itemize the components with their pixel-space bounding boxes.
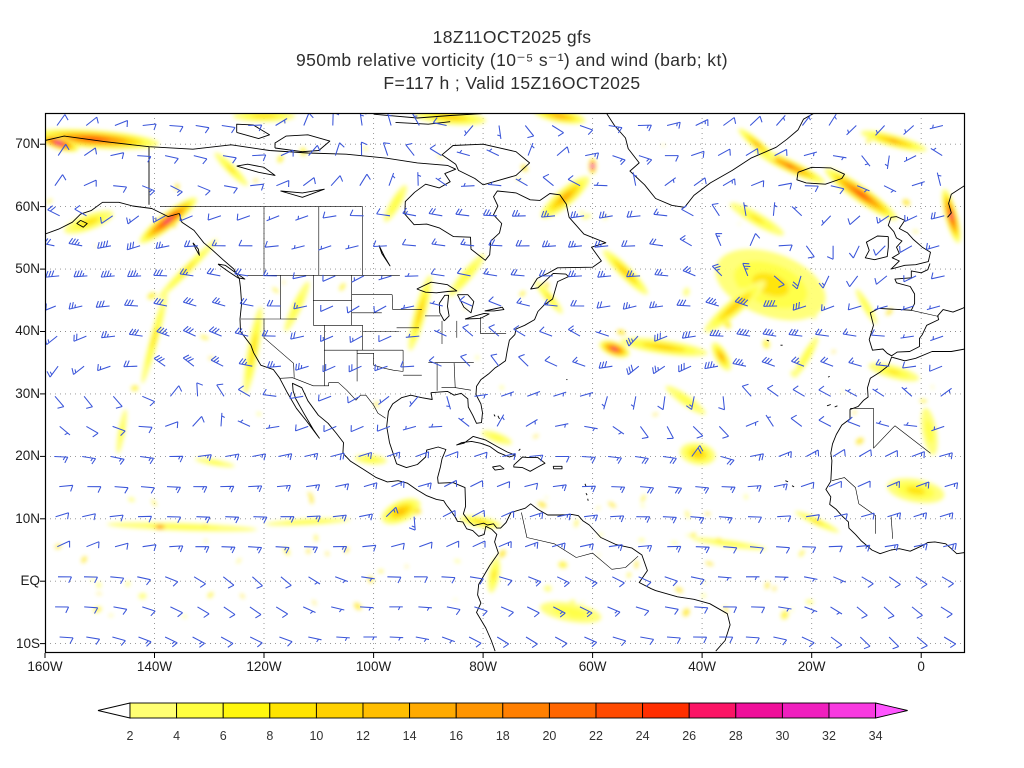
map-area (40, 112, 966, 658)
colorbar-tick-label: 6 (220, 729, 227, 743)
colorbar-tick-label: 10 (309, 729, 323, 743)
title-init-time: 18Z11OCT2025 gfs (432, 27, 592, 47)
colorbar-tick-label: 16 (449, 729, 463, 743)
colorbar-segment (409, 702, 457, 719)
colorbar-tick-label: 24 (636, 729, 650, 743)
colorbar-segment (176, 702, 224, 719)
colorbar-segment (735, 702, 783, 719)
colorbar-area: 2 4 6 8 10 12 14 16 18 20 22 24 26 28 30 32 34 (82, 700, 942, 748)
lon-tick-label: 20W (797, 659, 826, 674)
lon-tick-label: 140W (136, 659, 173, 674)
colorbar-segment (828, 702, 877, 719)
colorbar-above-arrow (875, 702, 908, 719)
colorbar-segment (642, 702, 690, 719)
colorbar-tick-label: 18 (496, 729, 510, 743)
lat-tick-label: 70N (15, 136, 40, 152)
colorbar-tick-label: 20 (542, 729, 556, 743)
lat-tick-label: EQ (20, 573, 40, 589)
lon-tick-label: 0 (917, 659, 925, 674)
title-field-description: 950mb relative vorticity (10⁻⁵ s⁻¹) and … (296, 50, 728, 70)
colorbar-tick-label: 34 (869, 729, 883, 743)
colorbar-segment (455, 702, 504, 719)
lon-tick-label: 40W (688, 659, 717, 674)
colorbar-segment (362, 702, 411, 719)
lat-tick-label: 10N (15, 510, 40, 526)
colorbar-segment (129, 702, 178, 719)
lat-tick-label: 40N (15, 323, 40, 339)
lat-tick-label: 30N (15, 385, 40, 401)
colorbar-segment (222, 702, 271, 719)
colorbar-segment (502, 702, 550, 719)
colorbar-segment (781, 702, 830, 719)
colorbar-segment (688, 702, 737, 719)
lat-tick-label: 10S (15, 635, 40, 651)
colorbar-tick-label: 28 (729, 729, 743, 743)
lat-tick-label: 20N (15, 448, 40, 464)
colorbar-tick-label: 32 (822, 729, 836, 743)
lon-tick-label: 80W (469, 659, 497, 674)
lon-tick-label: 120W (246, 659, 282, 674)
colorbar-tick-label: 14 (403, 729, 417, 743)
title-valid-time: F=117 h ; Valid 15Z16OCT2025 (383, 73, 641, 93)
map-canvas (40, 112, 966, 658)
colorbar-segment (315, 702, 364, 719)
lat-tick-label: 50N (15, 261, 40, 277)
colorbar-tick-label: 22 (589, 729, 603, 743)
colorbar: 2 4 6 8 10 12 14 16 18 20 22 24 26 28 30 32 34 (97, 702, 908, 743)
colorbar-tick-label: 2 (127, 729, 134, 743)
colorbar-below-arrow (97, 702, 131, 719)
colorbar-tick-label: 8 (266, 729, 273, 743)
lon-tick-label: 100W (355, 659, 392, 674)
colorbar-tick-label: 12 (356, 729, 370, 743)
lon-tick-label: 60W (578, 659, 607, 674)
colorbar-segment (548, 702, 597, 719)
colorbar-tick-label: 30 (775, 729, 789, 743)
colorbar-segment (269, 702, 317, 719)
colorbar-segment (595, 702, 644, 719)
lat-tick-label: 60N (15, 198, 40, 214)
colorbar-tick-label: 26 (682, 729, 696, 743)
chart-title-block: 18Z11OCT2025 gfs 950mb relative vorticit… (0, 26, 1024, 95)
lon-tick-label: 160W (27, 659, 63, 674)
colorbar-tick-label: 4 (173, 729, 180, 743)
